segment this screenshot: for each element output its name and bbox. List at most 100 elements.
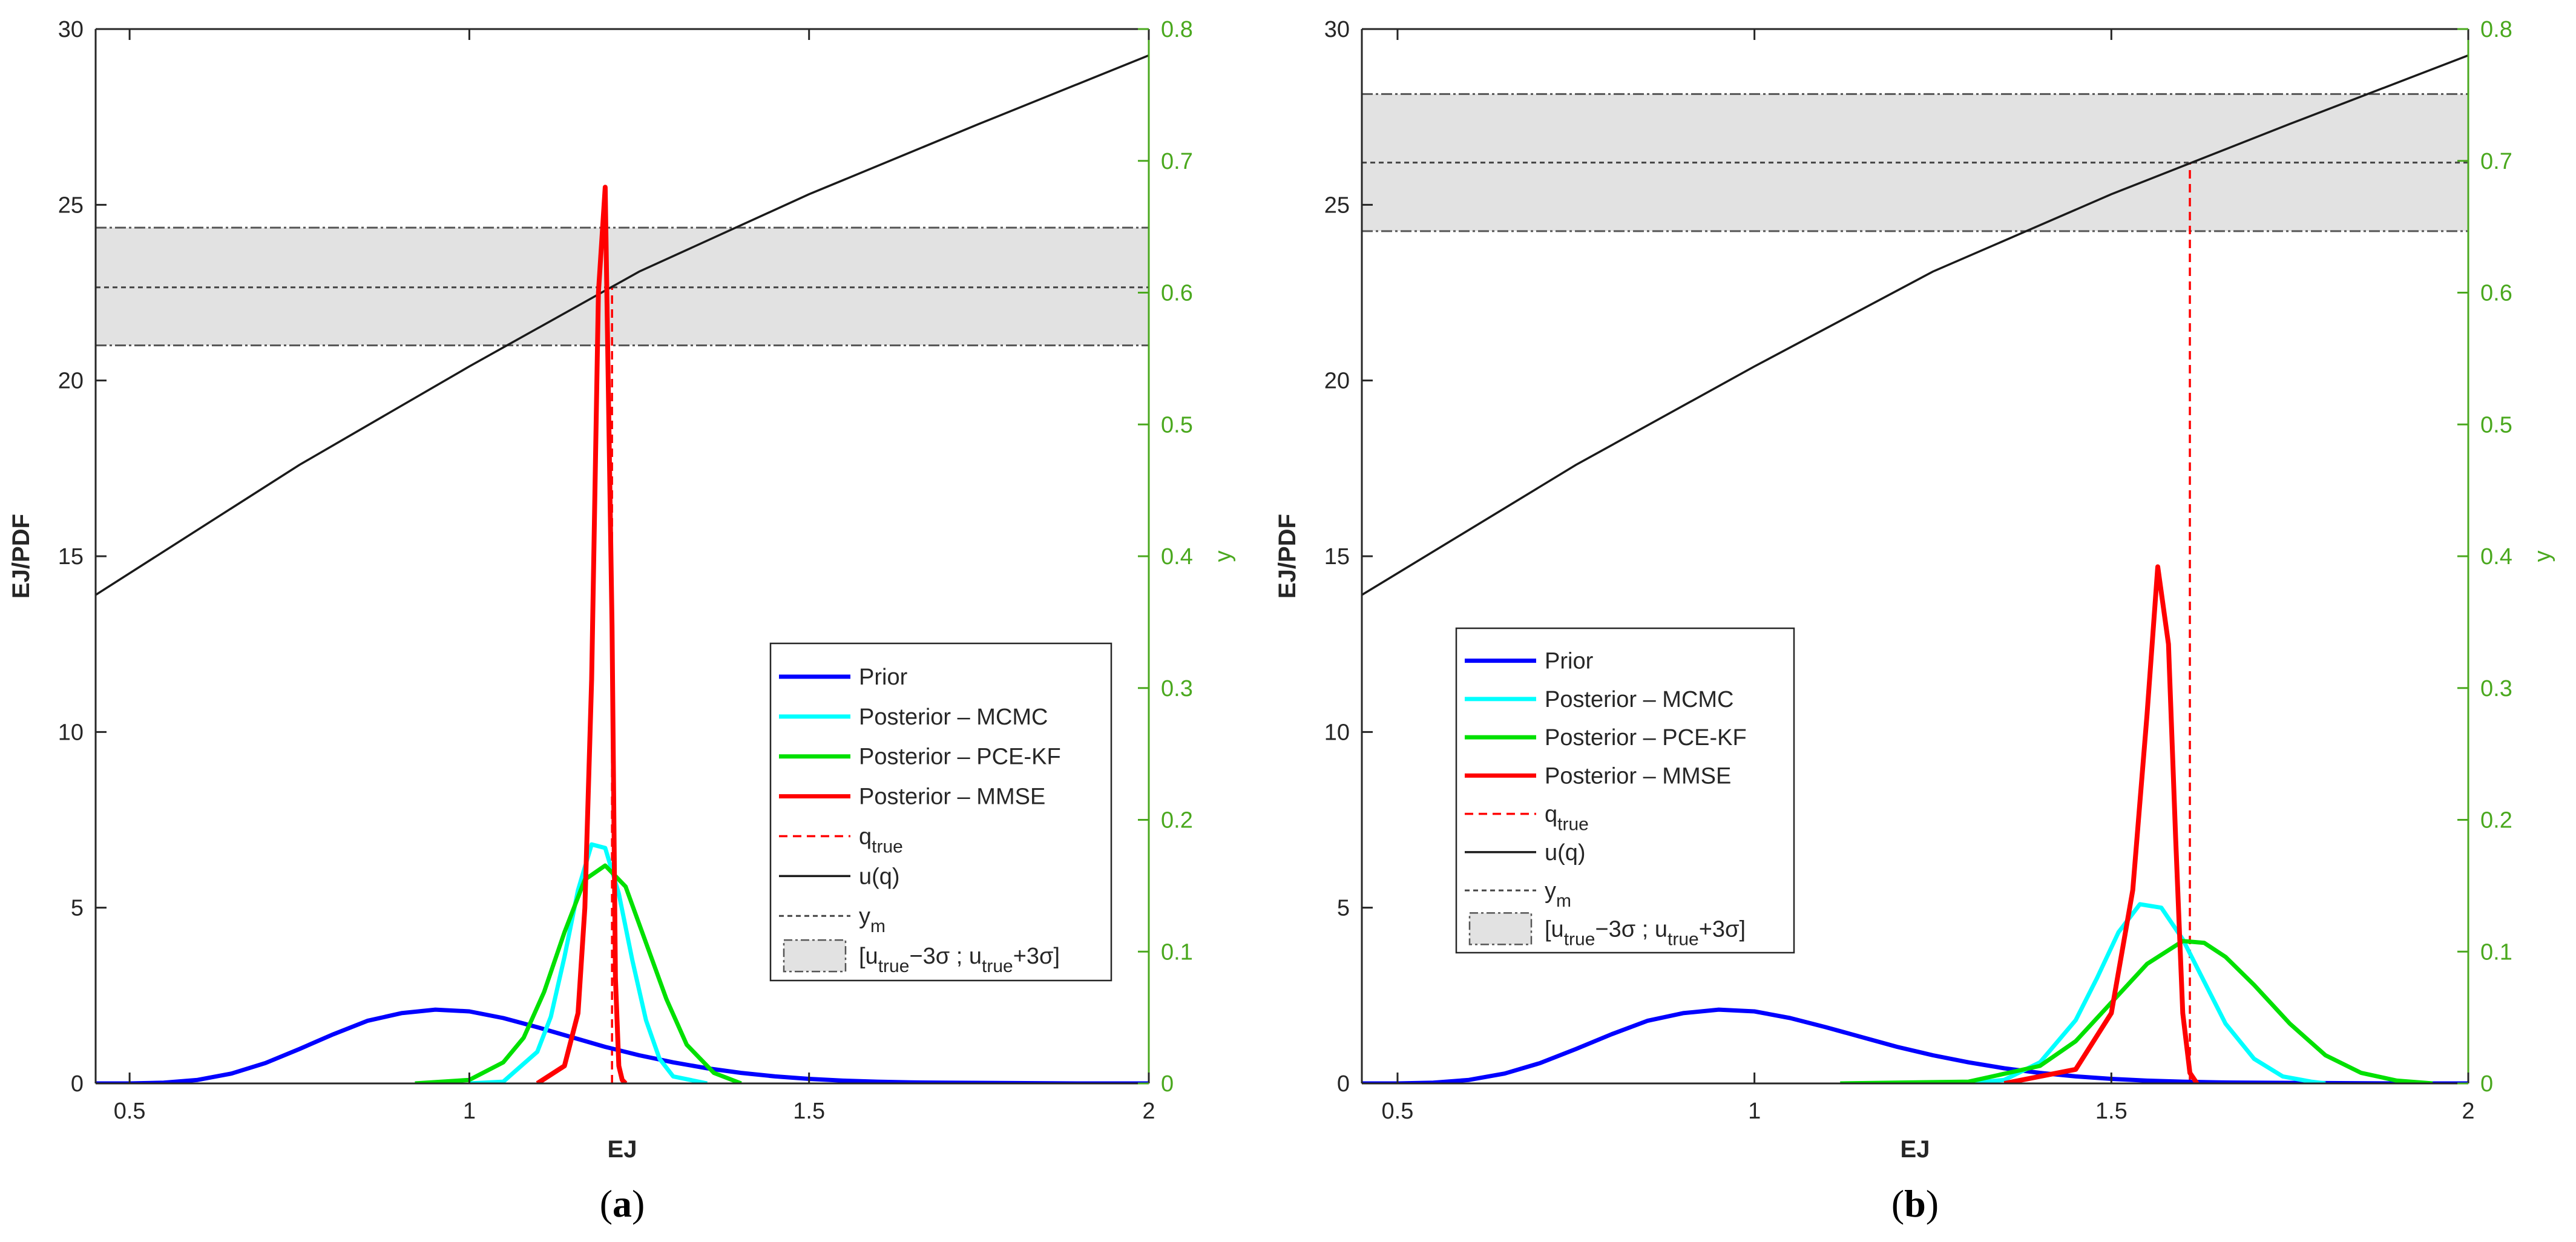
legend-entry: qtrue (859, 824, 903, 856)
x-tick-label: 1 (463, 1099, 476, 1124)
y-tick-label-right: 0.3 (2480, 676, 2512, 702)
x-tick-label: 1.5 (793, 1099, 825, 1124)
y-tick-label-right: 0 (2480, 1071, 2493, 1097)
legend-label: u(q) (859, 864, 900, 889)
panel-label-close: ) (1926, 1182, 1939, 1225)
y-tick-label-left: 20 (58, 369, 84, 394)
legend-label: y (859, 904, 870, 929)
legend-label: Posterior – MMSE (1545, 763, 1731, 789)
legend-entry: Prior (1545, 649, 1594, 674)
x-tick-label: 1 (1748, 1099, 1761, 1124)
legend-label: [u (859, 944, 878, 969)
panel-label-open: ( (600, 1182, 613, 1225)
legend-entry: Posterior – MMSE (1545, 763, 1731, 789)
legend-subscript: true (1668, 929, 1699, 949)
y-tick-label-right: 0 (1161, 1071, 1174, 1097)
panel-label: (b) (1891, 1182, 1939, 1225)
legend-subscript: true (872, 836, 903, 856)
series-posterior-pce-kf (415, 863, 742, 1083)
legend-swatch-band (783, 939, 847, 973)
panel-label-open: ( (1891, 1182, 1904, 1225)
legend-label: Posterior – PCE-KF (859, 744, 1061, 770)
legend-subscript: true (1564, 929, 1595, 949)
y-tick-label-right: 0.8 (2480, 17, 2512, 42)
y-tick-label-left: 30 (58, 17, 84, 42)
series-posterior-mmse (2003, 564, 2200, 1083)
legend-label: Posterior – PCE-KF (1545, 725, 1747, 751)
legend-mid: −3σ ; u (909, 944, 982, 969)
series-posterior-pce-kf (1840, 939, 2433, 1083)
y-tick-label-right: 0.2 (1161, 808, 1193, 833)
legend: Prior Posterior – MCMC Posterior – PCE-KF P… (1455, 627, 1795, 954)
y-tick-label-left: 0 (1337, 1071, 1350, 1097)
legend-subscript: true (1557, 815, 1589, 835)
x-tick-label: 0.5 (1382, 1099, 1414, 1124)
y-axis-title-right: y (2530, 551, 2555, 562)
x-axis-title: EJ (1901, 1136, 1930, 1163)
chart-panel-b: 0.5 1 1.5 205101520253000.10.20.30.40.50.60… (1274, 17, 2555, 1225)
panel-label-letter: a (613, 1182, 632, 1225)
y-tick-label-left: 0 (71, 1071, 84, 1097)
u-of-q-curve (96, 54, 1149, 596)
y-tick-label-right: 0.4 (2480, 544, 2512, 570)
y-tick-label-left: 15 (1324, 544, 1350, 570)
legend-label: q (1545, 802, 1557, 827)
legend-subscript: true (982, 956, 1013, 976)
legend-entry: Posterior – MCMC (859, 705, 1048, 730)
y-tick-label-left: 5 (71, 896, 84, 921)
legend-entry: u(q) (859, 864, 900, 889)
u-of-q-curve (1362, 54, 2468, 596)
y-tick-label-right: 0.2 (2480, 808, 2512, 833)
y-tick-label-left: 10 (1324, 720, 1350, 745)
y-tick-label-right: 0.5 (1161, 412, 1193, 438)
y-tick-label-right: 0.7 (2480, 149, 2512, 174)
legend-swatch-band (1468, 912, 1533, 945)
y-tick-label-left: 5 (1337, 896, 1350, 921)
y-tick-label-left: 10 (58, 720, 84, 745)
legend-tail: +3σ] (1699, 916, 1746, 942)
legend-entry: [utrue−3σ ; utrue+3σ] (859, 944, 1060, 976)
x-tick-label: 2 (2462, 1099, 2474, 1124)
legend-subscript: m (1556, 891, 1571, 911)
legend-entry: u(q) (1545, 840, 1586, 866)
legend-label: Posterior – MCMC (859, 705, 1048, 730)
legend-entry: ym (1545, 878, 1571, 911)
legend-label: y (1545, 878, 1556, 904)
series-posterior-mcmc (1968, 902, 2326, 1083)
legend-box (769, 642, 1112, 982)
y-tick-label-left: 30 (1324, 17, 1350, 42)
y-tick-label-right: 0.7 (1161, 149, 1193, 174)
series-posterior-mcmc (469, 842, 708, 1083)
legend-subscript: true (878, 956, 910, 976)
legend-label: u(q) (1545, 840, 1586, 866)
y-axis-title-left: EJ/PDF (8, 514, 34, 599)
y-tick-label-right: 0.1 (1161, 939, 1193, 965)
legend-tail: +3σ] (1013, 944, 1060, 969)
legend-entry: Posterior – PCE-KF (859, 744, 1061, 770)
legend-entry: qtrue (1545, 802, 1589, 835)
legend-label: [u (1545, 916, 1564, 942)
y-tick-label-right: 0.4 (1161, 544, 1193, 570)
legend-entry: [utrue−3σ ; utrue+3σ] (1545, 916, 1746, 949)
y-tick-label-right: 0.1 (2480, 939, 2512, 965)
y-axis-title-left: EJ/PDF (1274, 514, 1301, 599)
series-posterior-mmse (536, 185, 628, 1083)
y-tick-label-right: 0.3 (1161, 676, 1193, 702)
legend-entry: Posterior – MCMC (1545, 687, 1734, 712)
legend-entry: Posterior – MMSE (859, 784, 1045, 810)
x-tick-label: 2 (1142, 1099, 1155, 1124)
legend-entry: ym (859, 904, 886, 936)
legend: Prior Posterior – MCMC Posterior – PCE-KF P… (769, 642, 1112, 982)
x-tick-label: 0.5 (114, 1099, 146, 1124)
legend-label: Prior (1545, 649, 1594, 674)
y-tick-label-left: 15 (58, 544, 84, 570)
panel-label-letter: b (1904, 1182, 1926, 1225)
chart-panel-a: 0.5 1 1.5 205101520253000.10.20.30.40.50.60… (8, 17, 1236, 1225)
x-axis-title: EJ (608, 1136, 637, 1163)
legend-label: Posterior – MCMC (1545, 687, 1734, 712)
x-tick-label: 1.5 (2095, 1099, 2128, 1124)
y-tick-label-right: 0.5 (2480, 412, 2512, 438)
y-tick-label-right: 0.6 (2480, 281, 2512, 306)
legend-box (1455, 627, 1795, 954)
